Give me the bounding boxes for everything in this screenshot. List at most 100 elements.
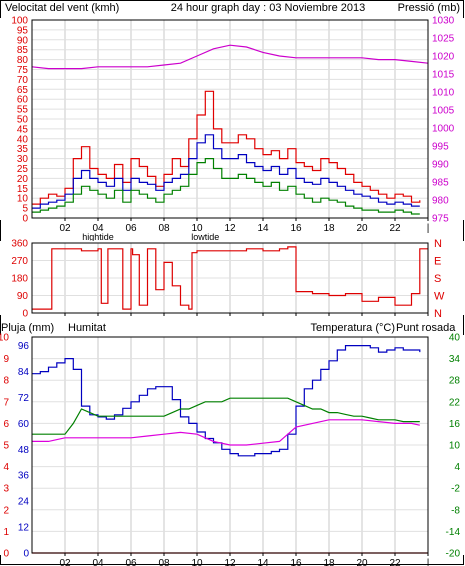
temp-y-tick-label: 28 (449, 376, 461, 387)
pressure-y-tick-label: 995 (432, 142, 449, 153)
low-series-line (32, 158, 420, 215)
rain-y-tick-label: 5 (3, 441, 9, 452)
average-series-line (32, 134, 420, 209)
dewpoint-axis-title: Punt rosada (396, 322, 456, 334)
x-tick-label: 10 (191, 223, 203, 234)
compass-label: N (434, 238, 442, 250)
x-tick-label: 16 (290, 558, 302, 566)
x-tick-label: 08 (158, 558, 170, 566)
rain-y-tick-label: 7 (3, 397, 9, 408)
pressure-y-tick-label: 985 (432, 178, 449, 189)
humidity-y-tick-label: 36 (18, 471, 30, 482)
x-tick-label: | (427, 558, 430, 566)
compass-label: S (434, 273, 441, 285)
wind-y-tick-label: 0 (22, 214, 28, 225)
direction-series-line (32, 246, 428, 310)
x-tick-label: 22 (389, 223, 401, 234)
tide-label: lowtide (191, 232, 219, 242)
pressure-y-tick-label: 1020 (432, 52, 455, 63)
wind-axis-title: Velocitat del vent (kmh) (5, 2, 119, 14)
temp-y-tick-label: 22 (449, 397, 461, 408)
humidity-y-tick-label: 24 (18, 497, 30, 508)
x-tick-label: 16 (290, 223, 302, 234)
tide-label: hightide (82, 232, 114, 242)
rain-y-tick-label: 10 (0, 333, 9, 344)
x-tick-label: 02 (59, 558, 71, 566)
x-tick-label: | (427, 223, 430, 234)
pressure-y-tick-label: 1015 (432, 70, 455, 81)
wind-y-tick-label: 90 (17, 35, 29, 46)
wind-y-tick-label: 75 (17, 65, 29, 76)
compass-label: N (434, 308, 442, 320)
temp-y-tick-label: 16 (449, 419, 461, 430)
x-tick-label: 04 (92, 223, 104, 234)
rain-y-tick-label: 3 (3, 484, 9, 495)
humidity-y-tick-label: 0 (23, 549, 29, 560)
wind-y-tick-label: 95 (17, 25, 29, 36)
x-tick-label: 06 (125, 223, 137, 234)
temperature-axis-title: Temperatura (°C) (311, 322, 395, 334)
temp-y-tick-label: 4 (454, 462, 460, 473)
pressure-axis-title: Pressió (mb) (398, 2, 460, 14)
x-tick-label: 08 (158, 223, 170, 234)
x-tick-label: 20 (356, 558, 368, 566)
x-tick-label: 22 (389, 558, 401, 566)
wind-y-tick-label: 65 (17, 85, 29, 96)
direction-y-tick-label: 90 (17, 291, 29, 302)
temp-y-tick-label: 10 (449, 441, 461, 452)
wind-y-tick-label: 25 (17, 164, 29, 175)
pressure-y-tick-label: 990 (432, 160, 449, 171)
rain-axis-title: Pluja (mm) (1, 322, 54, 334)
pressure-y-tick-label: 980 (432, 196, 449, 207)
pressure-y-tick-label: 1005 (432, 106, 455, 117)
wind-y-tick-label: 15 (17, 184, 29, 195)
humidity-y-tick-label: 96 (18, 341, 30, 352)
pressure-y-tick-label: 975 (432, 214, 449, 225)
wind-y-tick-label: 35 (17, 144, 29, 155)
pressure-y-tick-label: 1000 (432, 124, 455, 135)
compass-label: E (434, 256, 441, 268)
wind-y-tick-label: 100 (11, 16, 28, 27)
temp-y-tick-label: -8 (451, 505, 460, 516)
temp-y-tick-label: 34 (449, 354, 461, 365)
rain-y-tick-label: 4 (3, 462, 9, 473)
wind-y-tick-label: 30 (17, 154, 29, 165)
pressure-series-line (31, 44, 429, 70)
x-tick-label: 20 (356, 223, 368, 234)
x-tick-label: 12 (224, 558, 236, 566)
x-tick-label: 12 (224, 223, 236, 234)
temp-y-tick-label: -14 (446, 527, 461, 538)
pressure-y-tick-label: 1010 (432, 88, 455, 99)
wind-y-tick-label: 55 (17, 105, 29, 116)
temperature-series-line (32, 397, 420, 435)
temp-y-tick-label: 40 (449, 333, 461, 344)
humidity-y-tick-label: 48 (18, 445, 30, 456)
rain-y-tick-label: 0 (3, 549, 9, 560)
x-tick-label: 04 (92, 558, 104, 566)
rain-y-tick-label: 8 (3, 376, 9, 387)
direction-y-tick-label: 180 (11, 274, 28, 285)
wind-y-tick-label: 85 (17, 45, 29, 56)
x-tick-label: 14 (257, 558, 269, 566)
wind-y-tick-label: 20 (17, 174, 29, 185)
wind-y-tick-label: 45 (17, 124, 29, 135)
wind-y-tick-label: 50 (17, 115, 29, 126)
wind-y-tick-label: 80 (17, 55, 29, 66)
rain-y-tick-label: 6 (3, 419, 9, 430)
direction-y-tick-label: 270 (11, 256, 28, 267)
wind-y-tick-label: 5 (22, 204, 28, 215)
direction-y-tick-label: 360 (11, 239, 28, 250)
wind-y-tick-label: 60 (17, 95, 29, 106)
rain-y-tick-label: 1 (3, 527, 9, 538)
temp-y-tick-label: -2 (451, 484, 460, 495)
pressure-y-tick-label: 1030 (432, 16, 455, 27)
x-tick-label: 10 (191, 558, 203, 566)
x-tick-label: 18 (323, 558, 335, 566)
humidity-y-tick-label: 84 (18, 367, 30, 378)
compass-label: W (434, 291, 445, 303)
wind-y-tick-label: 40 (17, 134, 29, 145)
humidity-y-tick-label: 60 (18, 419, 30, 430)
chart-title: 24 hour graph day : 03 Noviembre 2013 (171, 2, 365, 14)
wind-y-tick-label: 70 (17, 75, 29, 86)
